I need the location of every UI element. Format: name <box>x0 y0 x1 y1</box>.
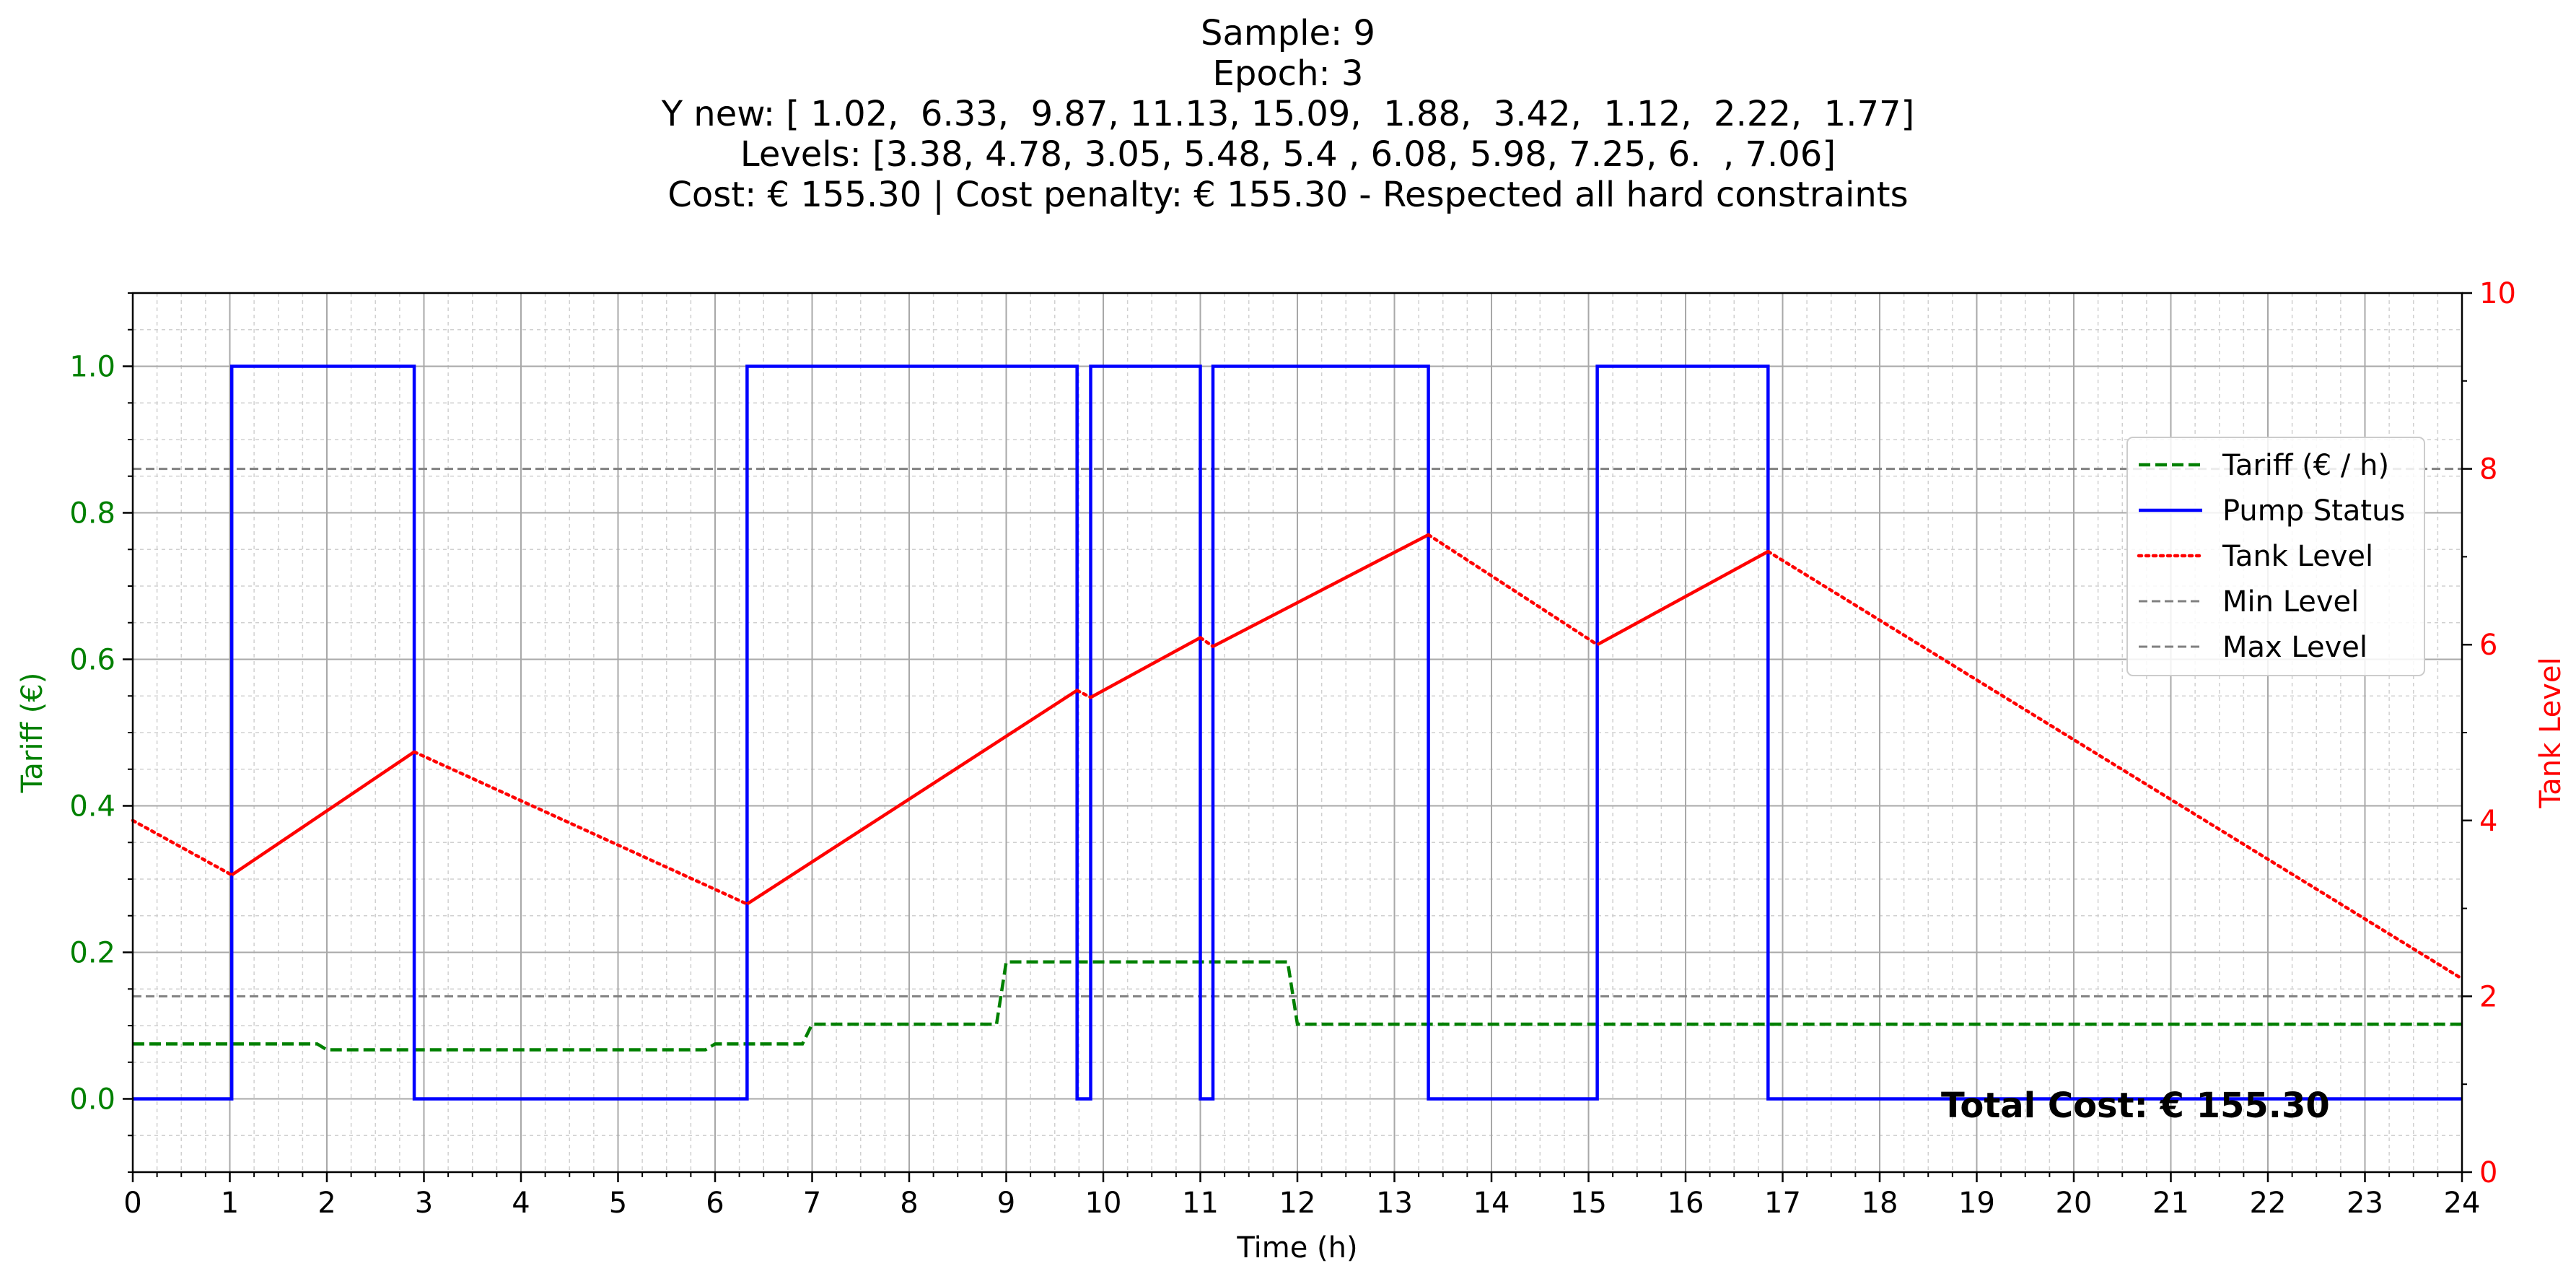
title-line-y-new: Y new: [ 1.02, 6.33, 9.87, 11.13, 15.09,… <box>661 94 1915 134</box>
y-right-tick-label: 6 <box>2479 629 2497 662</box>
y-left-tick-label: 0.8 <box>69 497 115 530</box>
tariff-line <box>133 960 2462 1052</box>
legend-item-tariff-label: Tariff (€ / h) <box>2222 449 2389 482</box>
legend-item-max-level-label: Max Level <box>2222 631 2367 664</box>
tank-level-pumping-segment <box>230 750 416 877</box>
title-line-levels: Levels: [3.38, 4.78, 3.05, 5.48, 5.4 , 6… <box>740 134 1836 175</box>
tank-level-draining-segment <box>412 750 749 906</box>
tank-level-draining-segment <box>1199 636 1215 648</box>
x-tick-label: 16 <box>1668 1187 1704 1220</box>
x-tick-label: 1 <box>221 1187 239 1220</box>
x-tick-label: 18 <box>1862 1187 1898 1220</box>
tank-level-pumping-segment <box>746 689 1078 906</box>
x-tick-label: 22 <box>2250 1187 2287 1220</box>
tank-level-draining-segment <box>1427 533 1599 647</box>
total-cost-annotation: Total Cost: € 155.30 <box>1941 1086 2330 1126</box>
x-tick-label: 21 <box>2152 1187 2189 1220</box>
y-left-tick-label: 0.4 <box>69 790 115 824</box>
x-tick-label: 2 <box>317 1187 336 1220</box>
tank-level-pumping-segment <box>1090 636 1201 699</box>
y-axis-right-label: Tank Level <box>2534 657 2567 808</box>
x-tick-label: 23 <box>2347 1187 2383 1220</box>
x-tick-label: 8 <box>900 1187 918 1220</box>
x-tick-label: 12 <box>1279 1187 1316 1220</box>
y-left-tick-label: 1.0 <box>69 351 115 384</box>
x-tick-label: 17 <box>1764 1187 1801 1220</box>
x-tick-label: 6 <box>706 1187 724 1220</box>
x-tick-label: 3 <box>415 1187 433 1220</box>
x-tick-label: 24 <box>2444 1187 2481 1220</box>
title-line-sample: Sample: 9 <box>1201 13 1375 53</box>
y-right-tick-label: 2 <box>2479 980 2497 1013</box>
x-tick-label: 7 <box>803 1187 821 1220</box>
series-layer <box>131 364 2464 1101</box>
x-tick-label: 19 <box>1958 1187 1995 1220</box>
axes: 0 1 2 3 4 5 6 7 8 9 10 11 12 13 14 15 16 17 18 19 20 21 22 23 24… <box>69 277 2516 1220</box>
x-tick-label: 5 <box>609 1187 627 1220</box>
grid <box>132 292 2463 1173</box>
y-left-tick-label: 0.2 <box>69 937 115 970</box>
figure-title: Sample: 9 Epoch: 3 Y new: [ 1.02, 6.33, … <box>0 13 2576 215</box>
tank-level-draining-segment <box>1766 549 2464 981</box>
y-right-tick-label: 10 <box>2479 277 2516 310</box>
legend: Tariff (€ / h) Pump Status Tank Level Min L… <box>2126 437 2425 676</box>
y-axis-left-label: Tariff (€) <box>16 673 49 794</box>
pump-status-line <box>133 364 2462 1101</box>
title-line-cost: Cost: € 155.30 | Cost penalty: € 155.30 … <box>667 175 1909 215</box>
tank-level-pumping-segment <box>1596 550 1769 647</box>
tank-level-pumping-segment <box>1212 533 1429 648</box>
x-tick-label: 14 <box>1473 1187 1510 1220</box>
y-right-tick-label: 8 <box>2479 453 2497 486</box>
y-right-tick-label: 4 <box>2479 805 2497 838</box>
x-tick-label: 11 <box>1182 1187 1219 1220</box>
x-tick-label: 9 <box>997 1187 1015 1220</box>
x-tick-label: 10 <box>1085 1187 1122 1220</box>
x-tick-label: 20 <box>2056 1187 2093 1220</box>
x-tick-label: 13 <box>1376 1187 1413 1220</box>
x-tick-label: 15 <box>1570 1187 1607 1220</box>
x-axis-label: Time (h) <box>1236 1231 1357 1265</box>
y-left-tick-label: 0.6 <box>69 644 115 677</box>
legend-box <box>2126 437 2425 676</box>
y-left-tick-label: 0.0 <box>69 1083 115 1117</box>
x-tick-label: 4 <box>512 1187 530 1220</box>
tank-level-draining-segment <box>131 818 234 877</box>
legend-item-pump-status-label: Pump Status <box>2222 494 2405 528</box>
legend-item-tank-level-label: Tank Level <box>2222 540 2373 573</box>
x-tick-label: 0 <box>123 1187 141 1220</box>
legend-item-min-level-label: Min Level <box>2222 585 2359 619</box>
title-line-epoch: Epoch: 3 <box>1212 53 1364 94</box>
y-right-tick-label: 0 <box>2479 1156 2497 1189</box>
tank-level-draining-segment <box>1075 689 1092 699</box>
